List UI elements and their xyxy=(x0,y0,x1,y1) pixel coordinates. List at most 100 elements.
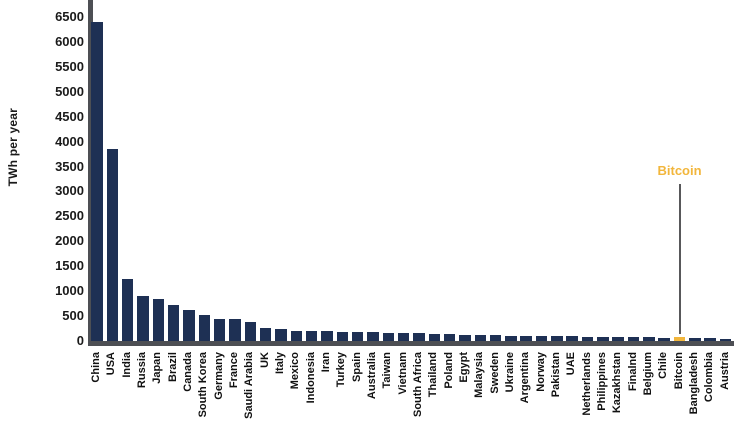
y-tick-label: 1500 xyxy=(55,258,84,274)
bar-norway xyxy=(535,336,548,341)
bar-south-africa xyxy=(413,333,425,341)
x-tick-label-sweden: Sweden xyxy=(488,352,501,394)
x-tick-label-bangladesh: Bangladesh xyxy=(687,352,700,415)
bar-russia xyxy=(137,296,149,341)
bar-south-korea xyxy=(198,314,211,341)
y-axis-line xyxy=(88,0,93,346)
y-tick-label: 4000 xyxy=(55,133,84,149)
bar-kazakhstan xyxy=(612,337,624,341)
bar-uae xyxy=(566,336,578,341)
bar-bangladesh xyxy=(689,338,701,341)
x-tick-label-vietnam: Vietnam xyxy=(396,352,409,395)
x-tick-label-iran: Iran xyxy=(319,352,332,373)
y-tick-label: 6500 xyxy=(55,9,84,24)
x-tick-label-south-korea: South Korea xyxy=(197,352,210,418)
bar-france xyxy=(229,319,241,341)
x-tick-label-colombia: Colombia xyxy=(703,352,716,403)
bar-chile xyxy=(658,337,670,341)
bar-taiwan xyxy=(382,332,395,341)
x-tick-label-malaysia: Malaysia xyxy=(473,352,486,398)
x-tick-label-france: France xyxy=(227,352,240,389)
x-tick-label-austria: Austria xyxy=(718,352,731,390)
x-tick-label-china: China xyxy=(90,352,102,383)
x-tick-label-germany: Germany xyxy=(212,352,225,400)
bar-belgium xyxy=(643,337,655,341)
x-tick-label-brazil: Brazil xyxy=(166,352,179,382)
x-tick-label-indonesia: Indonesia xyxy=(304,352,317,404)
bar-sweden xyxy=(489,335,502,341)
bar-canada xyxy=(183,310,195,341)
bar-germany xyxy=(213,318,226,341)
x-tick-label-thailand: Thailand xyxy=(427,352,440,398)
x-tick-label-saudi-arabia: Saudi Arabia xyxy=(243,352,256,419)
x-tick-label-ukraine: Ukraine xyxy=(503,352,516,393)
bar-italy xyxy=(275,329,287,341)
x-tick-label-italy: Italy xyxy=(273,352,286,375)
bar-iran xyxy=(321,331,333,341)
y-tick-label: 2000 xyxy=(55,233,84,249)
bar-colombia xyxy=(704,338,716,341)
y-tick-label: 0 xyxy=(76,333,84,348)
y-tick-label: 4500 xyxy=(55,108,84,124)
y-tick-label: 6000 xyxy=(55,33,84,49)
bar-poland xyxy=(443,334,456,341)
bar-pakistan xyxy=(551,336,563,341)
bar-japan xyxy=(152,299,165,341)
x-tick-label-norway: Norway xyxy=(534,352,547,392)
x-tick-label-bitcoin: Bitcoin xyxy=(672,352,685,390)
x-tick-label-russia: Russia xyxy=(135,352,148,389)
x-tick-label-spain: Spain xyxy=(350,352,363,382)
x-tick-label-argentina: Argentina xyxy=(519,352,532,404)
bitcoin-annotation-label: Bitcoin xyxy=(657,163,702,178)
x-tick-label-netherlands: Netherlands xyxy=(580,352,593,416)
x-tick-label-poland: Poland xyxy=(442,352,455,389)
x-tick-label-australia: Australia xyxy=(365,352,378,400)
x-tick-label-chile: Chile xyxy=(657,352,670,379)
bar-spain xyxy=(351,331,364,341)
bar-china xyxy=(91,21,103,341)
x-tick-label-india: India xyxy=(120,352,133,378)
bar-thailand xyxy=(428,333,440,341)
bar-india xyxy=(121,278,134,341)
bar-saudi-arabia xyxy=(244,322,257,341)
y-tick-label: 1000 xyxy=(55,283,84,299)
x-tick-label-mexico: Mexico xyxy=(289,352,302,390)
x-tick-label-uae: UAE xyxy=(565,352,578,376)
x-tick-label-finalnd: Finalnd xyxy=(626,352,639,392)
bar-vietnam xyxy=(397,332,410,341)
bar-usa xyxy=(106,148,119,341)
bar-malaysia xyxy=(474,334,486,341)
x-tick-label-egypt: Egypt xyxy=(457,352,470,383)
bar-netherlands xyxy=(581,336,594,341)
x-tick-label-japan: Japan xyxy=(151,352,164,384)
bar-argentina xyxy=(520,335,532,341)
bitcoin-annotation-line xyxy=(678,184,681,334)
bar-philippines xyxy=(597,336,609,341)
y-tick-label: 5000 xyxy=(55,83,84,99)
y-tick-label: 2500 xyxy=(55,208,84,224)
bar-australia xyxy=(367,332,379,341)
x-tick-label-turkey: Turkey xyxy=(335,352,348,388)
bar-uk xyxy=(259,328,272,341)
bar-austria xyxy=(719,338,732,341)
bar-brazil xyxy=(167,304,180,341)
bar-mexico xyxy=(290,330,303,341)
bar-bitcoin xyxy=(673,337,686,341)
bar-ukraine xyxy=(505,335,517,341)
y-tick-label: 3000 xyxy=(55,183,84,199)
bar-finalnd xyxy=(627,337,640,341)
x-tick-label-taiwan: Taiwan xyxy=(381,352,394,389)
x-tick-label-kazakhstan: Kazakhstan xyxy=(611,352,624,414)
bar-egypt xyxy=(459,334,471,341)
x-tick-label-usa: USA xyxy=(105,352,118,376)
x-tick-label-pakistan: Pakistan xyxy=(549,352,562,398)
x-tick-label-belgium: Belgium xyxy=(641,352,654,396)
y-tick-label: 500 xyxy=(62,308,84,324)
x-axis-line xyxy=(88,341,734,346)
y-tick-label: 5500 xyxy=(55,58,84,74)
bar-turkey xyxy=(336,331,349,341)
x-tick-label-philippines: Philippines xyxy=(595,352,608,411)
x-tick-label-south-africa: South Africa xyxy=(411,352,424,417)
y-tick-label: 3500 xyxy=(55,158,84,174)
